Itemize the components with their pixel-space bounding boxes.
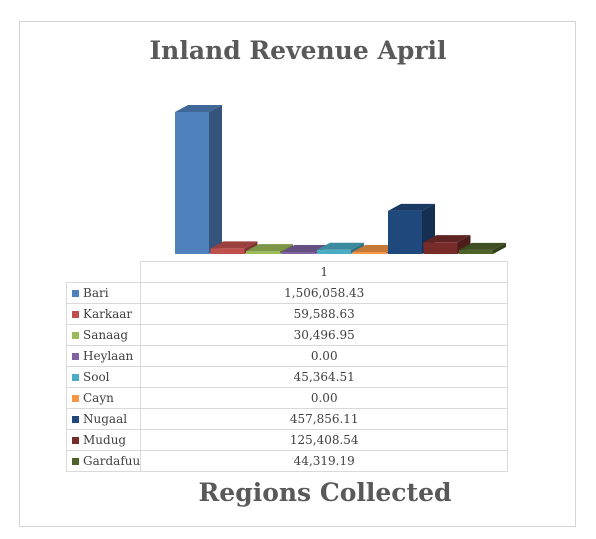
data-value: 30,496.95	[140, 324, 509, 346]
legend-key	[72, 457, 79, 465]
table-row: Sanaag 30,496.95	[65, 324, 509, 346]
series-name: Nugaal	[83, 412, 128, 426]
data-value: 125,408.54	[140, 429, 509, 451]
series-name: Bari	[83, 286, 109, 300]
bar-gardafuu	[459, 242, 506, 254]
legend-entry: Heylaan	[65, 345, 142, 367]
legend-entry: Karkaar	[65, 303, 142, 325]
legend-key	[72, 394, 79, 402]
legend-key	[72, 331, 79, 339]
data-value: 0.00	[140, 387, 509, 409]
series-name: Sool	[83, 370, 110, 384]
table-row: Mudug 125,408.54	[65, 429, 509, 451]
data-table: 1 Bari 1,506,058.43 Karkaar 59,588.63 Sanaag…	[65, 261, 509, 472]
table-row: Bari 1,506,058.43	[65, 282, 509, 304]
table-row: Gardafuu 44,319.19	[65, 450, 509, 472]
bar-bari	[175, 105, 222, 254]
legend-entry: Bari	[65, 282, 142, 304]
category-label: 1	[140, 261, 509, 283]
data-value: 45,364.51	[140, 366, 509, 388]
data-value: 1,506,058.43	[140, 282, 509, 304]
data-value: 59,588.63	[140, 303, 509, 325]
legend-entry: Cayn	[65, 387, 142, 409]
table-row: Nugaal 457,856.11	[65, 408, 509, 430]
series-name: Karkaar	[83, 307, 133, 321]
legend-entry: Nugaal	[65, 408, 142, 430]
legend-entry: Gardafuu	[65, 450, 142, 472]
legend-entry: Sool	[65, 366, 142, 388]
legend-key	[72, 415, 79, 423]
chart-title: Inland Revenue April	[149, 36, 447, 65]
table-row: Sool 45,364.51	[65, 366, 509, 388]
series-name: Heylaan	[83, 349, 134, 363]
series-name: Mudug	[83, 433, 127, 447]
table-header-row: 1	[66, 261, 509, 283]
series-name: Sanaag	[83, 328, 129, 342]
data-value: 0.00	[140, 345, 509, 367]
table-row: Cayn 0.00	[65, 387, 509, 409]
legend-entry: Mudug	[65, 429, 142, 451]
legend-key	[72, 289, 79, 297]
series-name: Gardafuu	[83, 454, 141, 468]
legend-key	[72, 436, 79, 444]
legend-key	[72, 352, 79, 360]
table-row: Karkaar 59,588.63	[65, 303, 509, 325]
series-name: Cayn	[83, 391, 114, 405]
table-row: Heylaan 0.00	[65, 345, 509, 367]
x-axis-title: Regions Collected	[198, 478, 452, 507]
table-corner	[66, 261, 142, 283]
data-value: 457,856.11	[140, 408, 509, 430]
legend-key	[72, 373, 79, 381]
data-value: 44,319.19	[140, 450, 509, 472]
legend-key	[72, 310, 79, 318]
legend-entry: Sanaag	[65, 324, 142, 346]
